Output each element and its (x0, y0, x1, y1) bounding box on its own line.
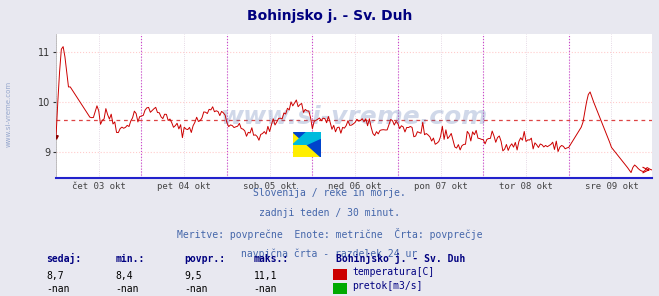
Text: sedaj:: sedaj: (46, 253, 81, 264)
Text: zadnji teden / 30 minut.: zadnji teden / 30 minut. (259, 208, 400, 218)
Text: min.:: min.: (115, 254, 145, 264)
Text: pretok[m3/s]: pretok[m3/s] (353, 281, 423, 291)
Text: Bohinjsko j. - Sv. Duh: Bohinjsko j. - Sv. Duh (336, 253, 465, 264)
Text: -nan: -nan (254, 284, 277, 295)
Text: maks.:: maks.: (254, 254, 289, 264)
Text: Meritve: povprečne  Enote: metrične  Črta: povprečje: Meritve: povprečne Enote: metrične Črta:… (177, 228, 482, 240)
Text: Bohinjsko j. - Sv. Duh: Bohinjsko j. - Sv. Duh (247, 9, 412, 23)
Text: www.si-vreme.com: www.si-vreme.com (221, 105, 488, 129)
Polygon shape (293, 132, 321, 144)
Polygon shape (293, 132, 321, 157)
Text: www.si-vreme.com: www.si-vreme.com (5, 81, 12, 147)
Text: -nan: -nan (115, 284, 139, 295)
Text: 8,7: 8,7 (46, 271, 64, 281)
Text: navpična črta - razdelek 24 ur: navpična črta - razdelek 24 ur (241, 248, 418, 259)
Text: povpr.:: povpr.: (185, 254, 225, 264)
Text: 11,1: 11,1 (254, 271, 277, 281)
Polygon shape (293, 132, 321, 157)
Text: 8,4: 8,4 (115, 271, 133, 281)
Text: 9,5: 9,5 (185, 271, 202, 281)
Text: -nan: -nan (46, 284, 70, 295)
Text: -nan: -nan (185, 284, 208, 295)
Text: temperatura[C]: temperatura[C] (353, 267, 435, 277)
Text: Slovenija / reke in morje.: Slovenija / reke in morje. (253, 188, 406, 198)
